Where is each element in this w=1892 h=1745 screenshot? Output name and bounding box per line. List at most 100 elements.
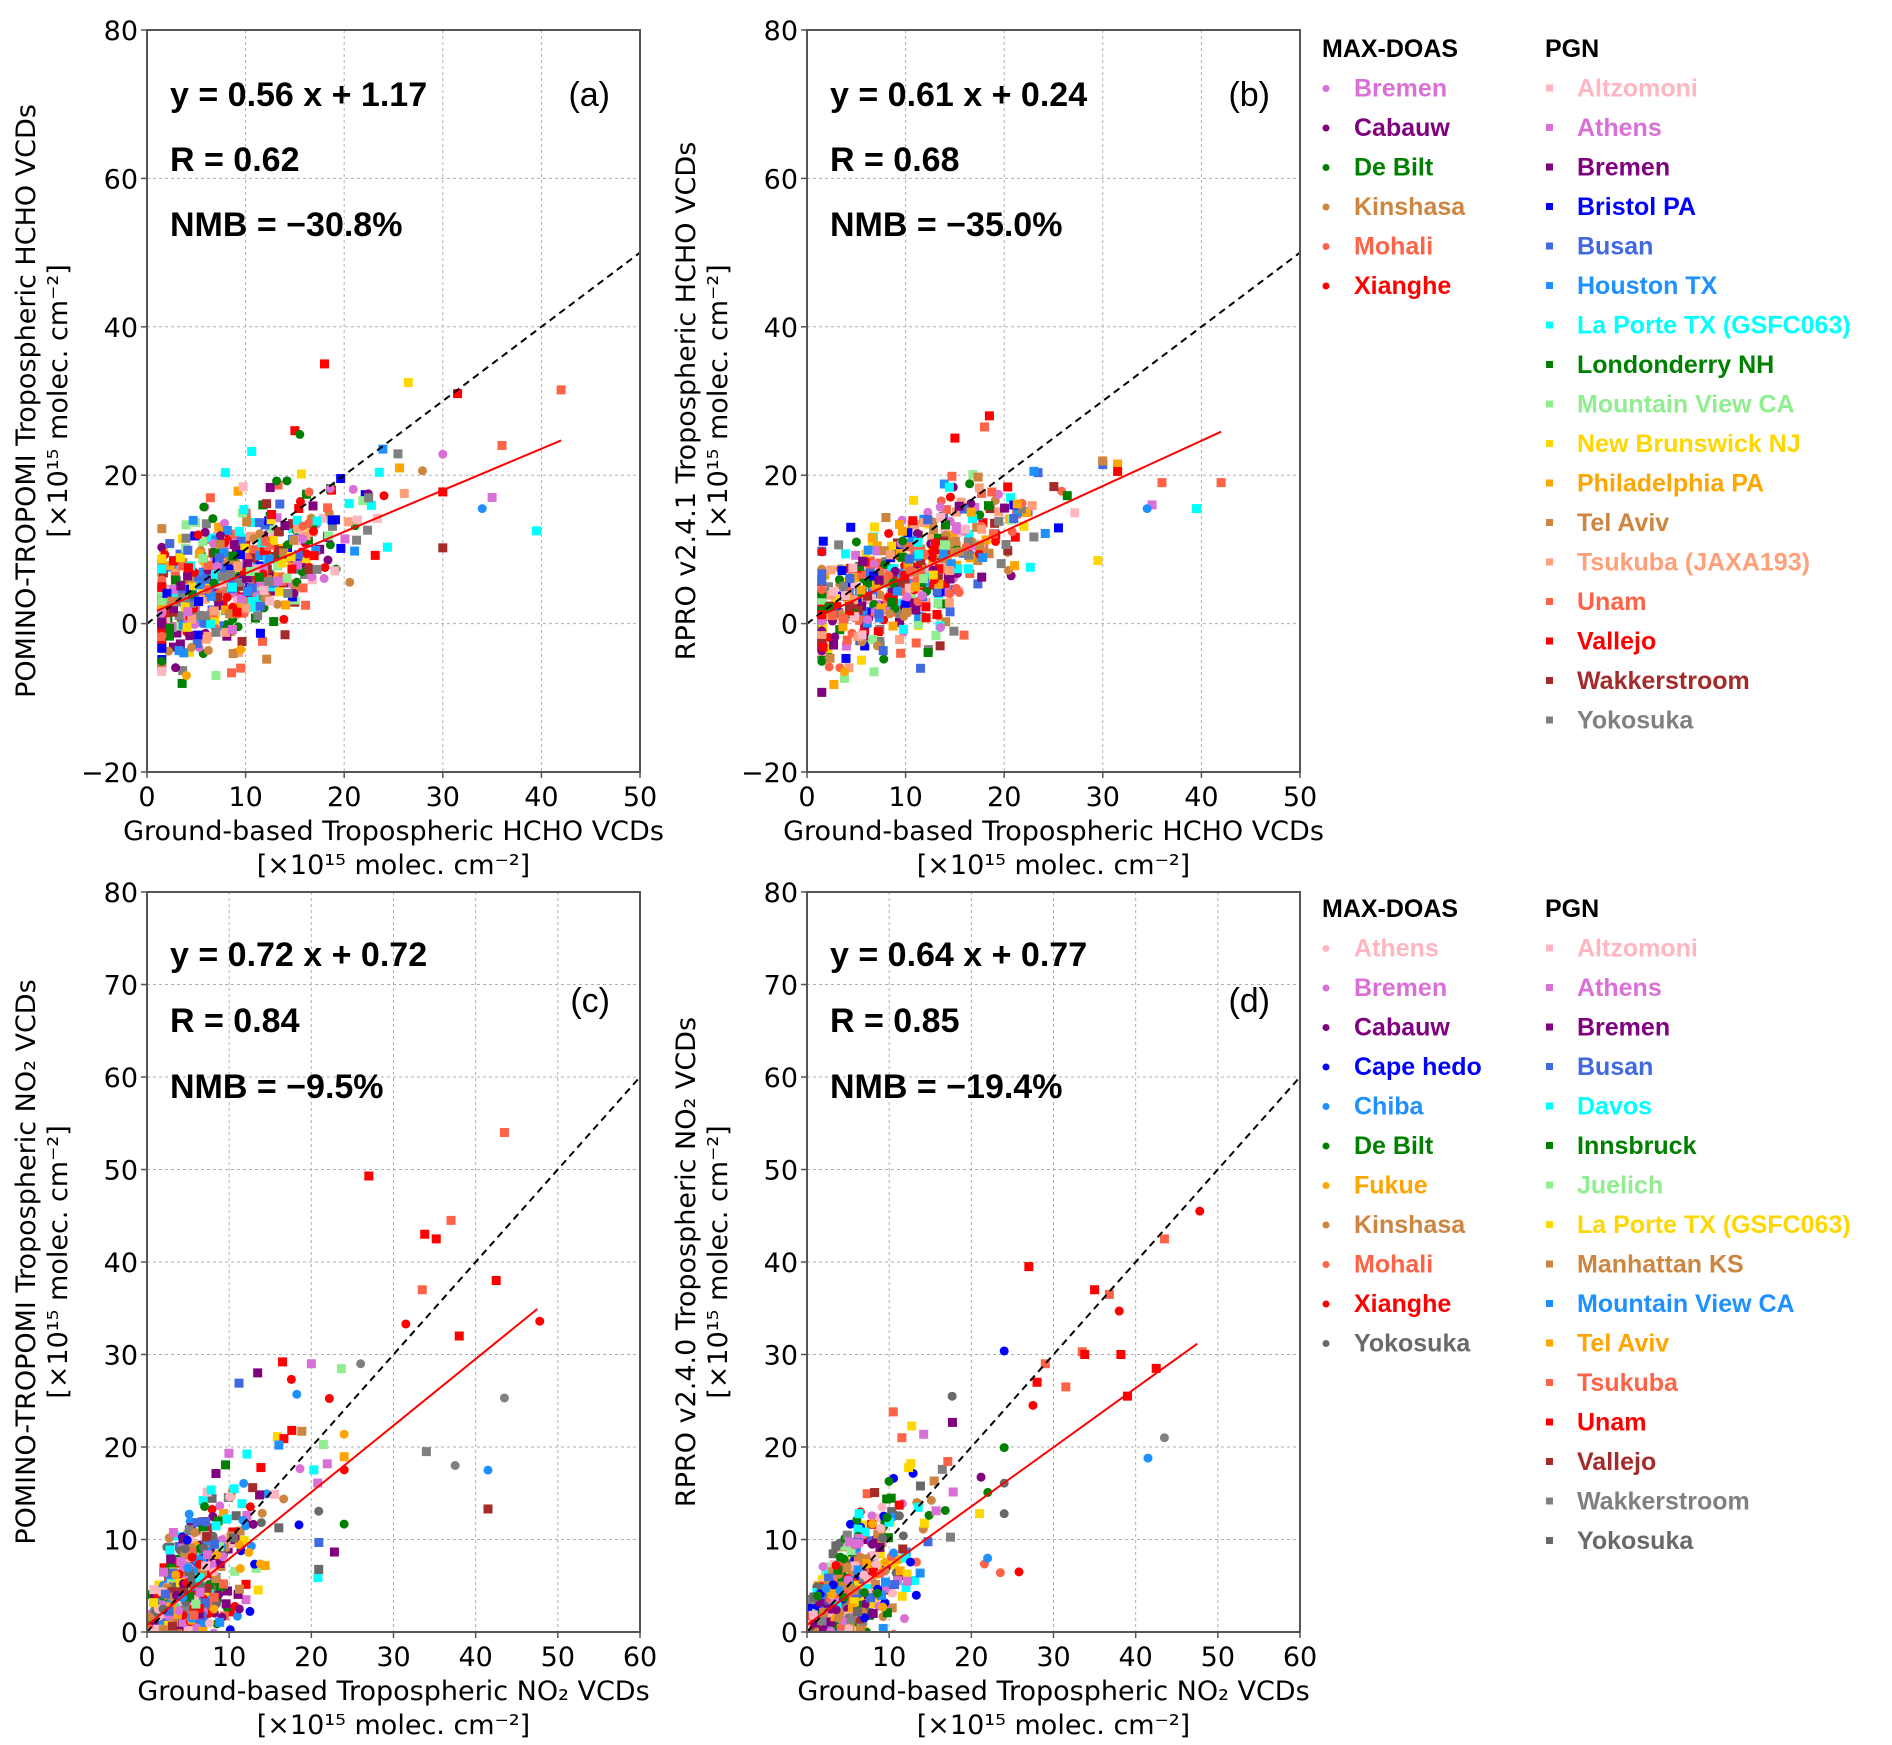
data-point (159, 1645, 168, 1654)
data-point (999, 1443, 1009, 1453)
data-point (229, 1484, 239, 1494)
data-point (200, 1598, 210, 1608)
data-point (945, 574, 955, 584)
data-point (890, 1580, 900, 1590)
data-point (945, 1532, 955, 1542)
data-point (904, 542, 914, 552)
x-tick-label: 10 (872, 1642, 906, 1673)
data-point-outlier (1032, 1377, 1042, 1387)
data-point (880, 1577, 890, 1587)
data-point (294, 1520, 304, 1530)
data-point (160, 1589, 170, 1599)
data-point (214, 600, 224, 610)
y-axis-units: [×10¹⁵ molec. cm⁻²] (43, 264, 74, 537)
data-point (838, 581, 848, 591)
data-point (973, 579, 983, 589)
legend-no2: MAX-DOAS PGN Athens Bremen Cabauw Cape hedo Ch… (1322, 895, 1851, 1555)
data-point-outlier (839, 667, 849, 677)
data-point (868, 1608, 878, 1618)
data-point (939, 564, 949, 574)
data-point (822, 1657, 831, 1666)
legend-marker-square (1546, 1221, 1553, 1228)
data-point (438, 543, 448, 553)
data-point (201, 519, 211, 529)
data-point (202, 1583, 212, 1593)
data-point (817, 585, 827, 595)
data-point (975, 541, 985, 551)
data-point (835, 1636, 844, 1645)
data-point (958, 1633, 967, 1642)
y-tick-label: 60 (764, 164, 798, 195)
axes-frame (806, 29, 1301, 773)
data-point (358, 496, 368, 506)
data-point (165, 539, 175, 549)
data-point (881, 578, 891, 588)
data-point (399, 488, 409, 498)
data-point (180, 1603, 190, 1613)
data-point (237, 636, 247, 646)
data-point (841, 549, 851, 559)
data-point (879, 546, 889, 556)
legend-item-pgn: Tsukuba (JAXA193) (1577, 549, 1810, 577)
data-point (894, 1500, 904, 1510)
data-point (292, 1389, 302, 1399)
legend-item-pgn: La Porte TX (GSFC063) (1577, 312, 1851, 340)
x-tick-label: 0 (798, 1642, 815, 1673)
data-point (167, 1587, 177, 1597)
data-point-outlier (236, 663, 246, 673)
data-point (897, 526, 907, 536)
data-point (187, 614, 197, 624)
data-point (850, 573, 860, 583)
data-point (831, 1605, 841, 1615)
data-point (831, 1541, 841, 1551)
data-point (164, 1606, 174, 1616)
data-point (867, 1519, 877, 1529)
data-point (240, 543, 250, 553)
legend-item-pgn: Yokosuka (1577, 707, 1694, 735)
x-tick-label: 50 (1283, 782, 1317, 813)
data-point (904, 554, 914, 564)
data-point (233, 486, 243, 496)
data-point (287, 564, 297, 574)
data-point (187, 1552, 197, 1562)
data-point (831, 1633, 840, 1642)
legend-item-pgn: Unam (1577, 1409, 1646, 1437)
data-point (178, 666, 188, 676)
data-point (438, 449, 448, 459)
data-point (917, 591, 927, 601)
data-point (995, 1568, 1005, 1578)
data-point (259, 546, 269, 556)
data-point (889, 1560, 899, 1570)
legend-item-pgn: Athens (1577, 114, 1662, 142)
data-point (352, 515, 362, 525)
y-tick-label: 20 (104, 461, 138, 492)
data-point (1029, 532, 1039, 542)
data-point-outlier (483, 1465, 493, 1475)
data-point-outlier (1080, 1350, 1090, 1359)
data-point (172, 628, 182, 638)
data-point (199, 502, 209, 512)
data-point (255, 628, 265, 638)
data-point (824, 1636, 833, 1645)
legend-item-max-doas: Bremen (1354, 974, 1447, 1002)
data-point (857, 630, 867, 640)
data-point (241, 603, 251, 613)
data-point (157, 666, 167, 676)
data-point (277, 558, 287, 568)
data-point (921, 602, 931, 612)
data-point (268, 579, 278, 589)
data-point (272, 476, 282, 486)
data-point (199, 594, 209, 604)
data-point (247, 596, 257, 606)
correlation-r: R = 0.84 (170, 1002, 300, 1040)
data-point (844, 1624, 854, 1632)
legend-item-max-doas: Yokosuka (1354, 1330, 1471, 1358)
data-point (898, 1531, 908, 1541)
data-point-outlier (935, 641, 945, 651)
data-point (844, 602, 854, 612)
legend-item-pgn: Athens (1577, 974, 1662, 1002)
legend-marker-square (1546, 677, 1553, 684)
data-point (914, 611, 924, 621)
data-point (270, 1489, 280, 1499)
